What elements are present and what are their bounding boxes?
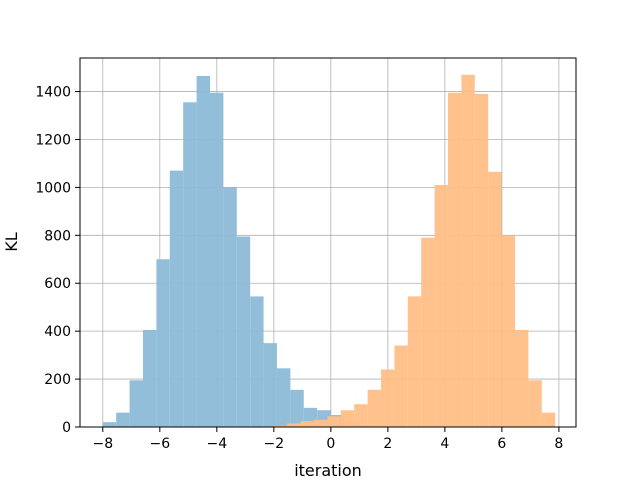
histogram-bar <box>116 412 130 427</box>
histogram-bar <box>183 102 197 428</box>
histogram-bar <box>102 422 117 427</box>
x-tick-label: −6 <box>149 436 170 452</box>
histogram-bar <box>129 380 143 427</box>
histogram-bar <box>421 237 435 427</box>
histogram-bar <box>156 259 170 427</box>
histogram-bar <box>236 236 251 427</box>
x-tick-label: 6 <box>497 436 506 452</box>
histogram-bar <box>290 389 304 427</box>
histogram-bar <box>528 380 542 427</box>
x-tick-label: −8 <box>92 436 113 452</box>
histogram-bar <box>287 423 301 427</box>
histogram-bar <box>276 368 291 427</box>
y-tick-label: 200 <box>44 372 71 388</box>
x-tick-label: 0 <box>326 436 335 452</box>
histogram-bar <box>263 343 277 427</box>
axis-ticks: −8 −6 −4 −2 0 2 4 6 8 0 200 400 600 800 1000 1200 1400 <box>35 85 563 452</box>
y-tick-label: 1200 <box>35 132 71 148</box>
x-axis-label: iteration <box>294 461 362 480</box>
x-tick-label: −2 <box>264 436 285 452</box>
x-tick-label: 4 <box>440 436 449 452</box>
plot-frame <box>79 57 577 428</box>
x-tick-label: 2 <box>383 436 392 452</box>
y-tick-label: 1400 <box>35 85 71 101</box>
histogram-bar <box>407 296 422 427</box>
histogram-bar <box>448 92 462 428</box>
histogram-bars <box>102 74 556 428</box>
histogram-bar <box>501 235 515 427</box>
histogram-bar <box>273 425 288 427</box>
histogram-bar <box>142 329 157 427</box>
histogram-bar <box>434 184 449 427</box>
series-0-bars <box>102 75 371 428</box>
y-tick-label: 600 <box>44 276 71 292</box>
histogram-bar <box>196 75 210 428</box>
x-tick-label: −4 <box>207 436 228 452</box>
histogram-bar <box>474 93 489 427</box>
histogram-bar <box>250 296 264 427</box>
histogram-bar <box>300 421 315 427</box>
histogram-bar <box>488 171 502 427</box>
y-tick-label: 0 <box>62 420 71 436</box>
histogram-bar <box>394 345 408 427</box>
histogram-bar <box>169 170 184 427</box>
y-tick-label: 400 <box>44 324 71 340</box>
histogram-bar <box>314 419 328 427</box>
histogram-bar <box>541 412 556 427</box>
series-1-bars <box>273 74 556 428</box>
histogram-bar <box>514 329 529 427</box>
histogram-bar <box>367 389 382 427</box>
histogram-bar <box>223 187 237 427</box>
y-tick-label: 800 <box>44 228 71 244</box>
y-tick-label: 1000 <box>35 180 71 196</box>
histogram-bar <box>461 74 475 427</box>
histogram-bar <box>209 92 224 428</box>
y-axis-label: KL <box>2 232 21 251</box>
histogram-bar <box>381 369 395 427</box>
x-tick-label: 8 <box>554 436 563 452</box>
histogram-bar <box>327 416 341 427</box>
histogram-bar <box>340 410 355 427</box>
histogram-bar <box>354 404 368 427</box>
